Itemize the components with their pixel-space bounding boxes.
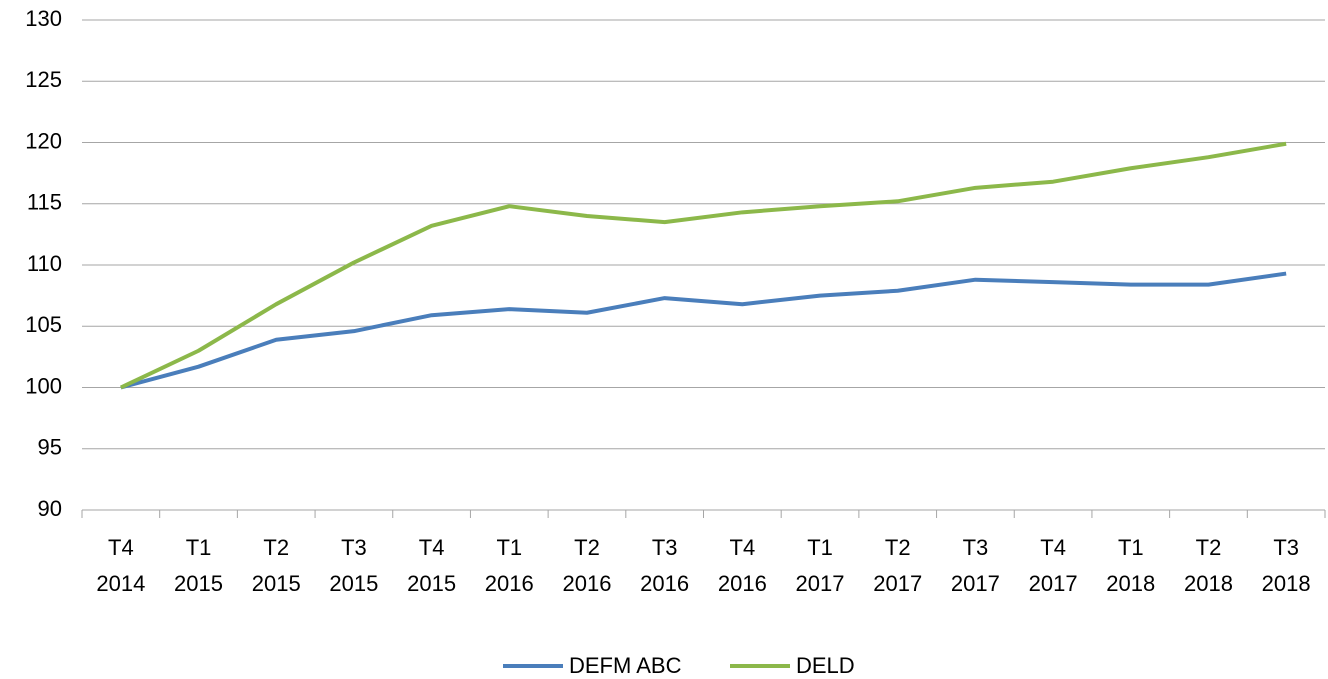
y-tick-label: 115 xyxy=(27,190,62,215)
y-tick-label: 100 xyxy=(25,373,62,398)
x-tick-label: T2 2018 xyxy=(1183,535,1233,596)
x-tick-label: T3 2018 xyxy=(1261,535,1311,596)
series-line xyxy=(120,271,1287,390)
y-tick-label: 105 xyxy=(25,312,62,337)
x-tick-label: T1 2017 xyxy=(795,535,845,596)
y-tick-label: 125 xyxy=(25,67,62,92)
x-tick-label: T1 2018 xyxy=(1106,535,1156,596)
x-tick-label: T3 2016 xyxy=(640,535,690,596)
legend-label: DEFM ABC xyxy=(569,653,682,678)
series-line xyxy=(119,141,1287,390)
x-tick-label: T4 2017 xyxy=(1028,535,1078,596)
x-tick-label: T1 2016 xyxy=(484,535,534,596)
x-tick-label: T1 2015 xyxy=(174,535,223,596)
y-tick-label: 95 xyxy=(38,435,62,460)
y-tick-label: 90 xyxy=(38,496,62,521)
legend-label: DELD xyxy=(796,653,855,678)
x-tick-label: T2 2015 xyxy=(251,535,301,596)
y-tick-label: 110 xyxy=(27,251,62,276)
x-tick-label: T4 2014 xyxy=(96,535,146,596)
x-tick-label: T2 2016 xyxy=(562,535,612,596)
x-tick-label: T2 2017 xyxy=(873,535,923,596)
y-tick-label: 130 xyxy=(25,6,62,31)
x-tick-label: T3 2017 xyxy=(950,535,1000,596)
x-tick-label: T4 2016 xyxy=(717,535,767,596)
x-tick-label: T4 2015 xyxy=(407,535,457,596)
y-tick-label: 120 xyxy=(25,128,62,153)
x-tick-label: T3 2015 xyxy=(329,535,379,596)
